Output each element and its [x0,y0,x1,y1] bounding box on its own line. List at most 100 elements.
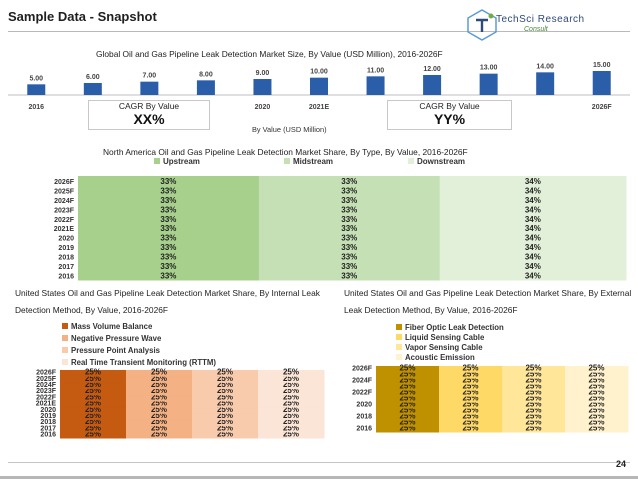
legend-label: Real Time Transient Monitoring (RTTM) [71,358,216,367]
stacked-bar-segment [78,213,260,224]
stacked-bar-segment [60,431,127,439]
stacked-bar-segment [60,394,127,402]
stacked-bar-value-label: 25% [283,430,299,439]
stacked-bar-segment [258,370,325,377]
category-tick-label: 2026F [352,366,373,373]
stacked-bar-value-label: 25% [217,430,233,439]
stacked-bar-segment [258,176,441,186]
legend-label: Midstream [293,157,333,166]
stacked-bar-segment [258,251,441,262]
stacked-bar-value-label: 34% [525,253,541,262]
stacked-bar-segment [60,419,127,427]
category-tick-label: 2026F [36,370,57,377]
stacked-bar-value-label: 25% [85,411,101,420]
stacked-bar-value-label: 25% [399,388,415,397]
stacked-bar-segment [439,402,503,409]
stacked-bar-value-label: 33% [341,243,357,252]
stacked-bar-segment [258,394,325,402]
stacked-bar-segment [60,376,127,383]
stacked-bar-segment [439,390,503,397]
stacked-bar-segment [192,382,259,390]
stacked-bar-value-label: 25% [217,411,233,420]
stacked-bar-value-label: 34% [525,196,541,205]
legend-label: Downstream [417,157,465,166]
brand-logo [467,9,497,41]
stacked-bar-segment [439,414,503,421]
stacked-bar-value-label: 25% [217,386,233,395]
stacked-bar-segment [502,396,566,403]
stacked-bar-segment [78,232,260,243]
stacked-bar-value-label: 25% [85,392,101,401]
stacked-bar-value-label: 25% [151,380,167,389]
category-tick-label: 2022F [54,217,75,224]
stacked-bar-value-label: 25% [151,430,167,439]
legend-swatch [396,354,402,360]
stacked-bar-value-label: 25% [151,405,167,414]
category-tick-label: 2017 [58,264,74,271]
stacked-bar-value-label: 25% [85,374,101,383]
market-size-bar [536,72,555,95]
stacked-bar-value-label: 25% [525,418,541,427]
stacked-bar-value-label: 25% [283,417,299,426]
stacked-bar-segment [439,261,627,272]
stacked-bar-value-label: 25% [525,376,541,385]
category-tick-label: 2021E [54,226,75,233]
stacked-bar-segment [439,384,503,391]
stacked-bar-segment [439,372,503,379]
stacked-bar-value-label: 33% [160,224,176,233]
stacked-bar-segment [192,370,259,377]
stacked-bar-segment [439,204,627,215]
category-tick-label: 2018 [40,419,56,426]
stacked-bar-value-label: 25% [151,423,167,432]
stacked-bar-segment [376,408,440,415]
stacked-bar-value-label: 25% [217,423,233,432]
stacked-bar-value-label: 33% [160,177,176,186]
stacked-bar-segment [78,242,260,253]
stacked-bar-value-label: 25% [217,374,233,383]
stacked-bar-value-label: 34% [525,215,541,224]
stacked-bar-value-label: 33% [160,234,176,243]
stacked-bar-segment [376,390,440,397]
stacked-bar-segment [439,194,627,205]
stacked-bar-segment [78,176,260,186]
legend-label: Mass Volume Balance [71,322,153,331]
stacked-bar-segment [502,408,566,415]
stacked-bar-segment [439,185,627,196]
stacked-bar-value-label: 33% [341,205,357,214]
stacked-bar-value-label: 25% [462,382,478,391]
category-tick-label: 2022F [352,390,373,397]
stacked-bar-segment [565,426,629,433]
market-size-value-label: 15.00 [593,62,611,69]
stacked-bar-segment [258,242,441,253]
stacked-bar-segment [376,396,440,403]
category-tick-label: 2025F [36,376,57,383]
stacked-bar-segment [502,414,566,421]
stacked-bar-segment [78,251,260,262]
market-size-tick-label: 2026F [592,104,613,111]
stacked-bar-segment [258,400,325,408]
stacked-bar-value-label: 25% [525,370,541,379]
stacked-bar-segment [192,425,259,433]
logo-tagline: Consult [524,26,548,33]
stacked-bar-segment [258,419,325,427]
category-tick-label: 2021E [36,401,57,408]
stacked-bar-segment [60,413,127,420]
legend-swatch [62,347,68,353]
legend-label: Negative Pressure Wave [71,334,162,343]
stacked-bar-segment [192,431,259,439]
us-external-chart-title: United States Oil and Gas Pipeline Leak … [344,288,632,315]
stacked-bar-value-label: 34% [525,205,541,214]
stacked-bar-value-label: 25% [462,388,478,397]
stacked-bar-value-label: 25% [151,399,167,408]
stacked-bar-segment [565,420,629,427]
stacked-bar-segment [502,420,566,427]
cagr-left-label: CAGR By Value [118,101,180,111]
stacked-bar-segment [502,372,566,379]
market-size-value-label: 9.00 [256,70,270,77]
stacked-bar-value-label: 33% [160,253,176,262]
cagr-left-box: CAGR By Value XX% [88,100,210,130]
legend-label: Vapor Sensing Cable [405,343,483,352]
stacked-bar-value-label: 25% [588,424,604,433]
stacked-bar-segment [126,370,193,377]
stacked-bar-segment [126,425,193,433]
